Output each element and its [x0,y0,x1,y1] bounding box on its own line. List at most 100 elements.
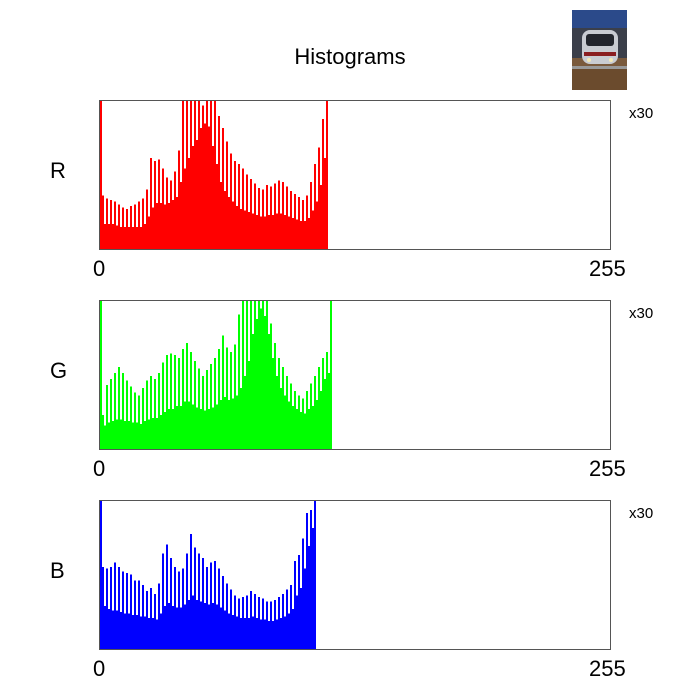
histogram-bar [196,600,198,649]
histogram-bar [182,349,184,449]
histogram-bar [320,185,322,249]
histogram-bar [318,367,320,449]
histogram-bar [276,376,278,449]
histogram-bar [240,388,242,449]
histogram-bar [310,383,312,449]
histogram-bar [166,544,168,649]
histogram-bar [138,395,140,449]
histogram-bar [186,553,188,649]
histogram-bar [270,186,272,249]
histogram-bar [234,344,236,449]
histogram-bar [200,601,202,649]
histogram-bar [136,615,138,649]
histogram-bar [278,358,280,449]
histogram-bar [180,607,182,649]
histogram-bar [232,615,234,649]
histogram-bar [314,501,316,649]
histogram-bar [256,319,258,449]
histogram-bar [310,510,312,649]
histogram-bar [190,101,192,249]
histogram-bar [102,415,104,449]
histogram-bar [296,219,298,249]
histogram-bar [148,618,150,649]
histogram-bar [260,216,262,249]
histogram-bar [276,213,278,249]
histogram-bar [248,212,250,249]
histogram-bar [234,161,236,249]
histogram-bar [212,603,214,649]
histogram-bar [148,419,150,449]
histogram-bar [288,613,290,649]
histogram-bar [222,128,224,249]
histogram-bar [178,150,180,249]
histogram-bar [116,225,118,249]
histogram-bar [256,618,258,649]
histogram-bar [140,227,142,249]
histogram-bar [270,601,272,649]
histogram-bar [198,368,200,449]
histogram-bar [144,421,146,449]
histogram-bar [228,613,230,649]
histogram-bar [290,191,292,249]
histogram-bar [206,567,208,649]
histogram-bar [208,126,210,249]
histogram-bar [280,388,282,449]
histogram-bar [162,553,164,649]
histogram-bar [312,528,314,649]
histogram-bar [268,621,270,649]
histogram-bar [180,182,182,249]
histogram-bar [328,373,330,449]
histogram-bar [274,600,276,649]
histogram-bar [130,386,132,449]
histogram-bar [266,185,268,249]
histogram-bar [296,595,298,649]
histogram-bar [156,418,158,449]
histogram-bar [266,301,268,449]
histogram-bar [106,568,108,649]
histogram-bar [226,347,228,449]
histogram-bar [188,600,190,649]
histogram-bar [128,613,130,649]
histogram-bar [260,619,262,649]
histogram-bar [266,601,268,649]
histogram-bar [236,395,238,449]
histogram-bar [136,227,138,249]
histogram-bar [256,215,258,249]
histogram-panel-r: R x30 0 255 [0,100,700,300]
x-tick-min: 0 [93,656,106,681]
histogram-bar [192,146,194,249]
histogram-bar [146,189,148,249]
histogram-bar [176,197,178,249]
histogram-bar [306,195,308,249]
histogram-bar [286,186,288,249]
histogram-bar [298,197,300,249]
histogram-bar [292,406,294,449]
histogram-bar [200,128,202,249]
histogram-bar [150,376,152,449]
histogram-bar [232,201,234,249]
histogram-bar [148,216,150,249]
histogram-bar [238,164,240,249]
histogram-bar [202,105,204,249]
plot-frame [99,300,611,450]
histogram-bar [262,301,264,449]
histogram-bar [168,603,170,649]
histogram-bar [118,567,120,649]
histogram-bar [212,407,214,449]
histogram-bar [258,597,260,649]
histogram-bar [224,610,226,649]
histogram-bar [212,146,214,249]
histogram-bars [100,101,328,249]
histogram-bar [242,301,244,449]
histogram-bar [160,415,162,449]
histogram-bar [242,597,244,649]
histogram-bar [276,619,278,649]
histogram-bar [194,547,196,649]
histogram-bar [308,409,310,449]
histogram-bar [106,198,108,249]
channel-label: B [50,558,65,583]
histogram-bar [174,355,176,449]
histogram-bar [206,370,208,449]
histogram-bar [208,409,210,449]
histogram-bar [140,424,142,449]
